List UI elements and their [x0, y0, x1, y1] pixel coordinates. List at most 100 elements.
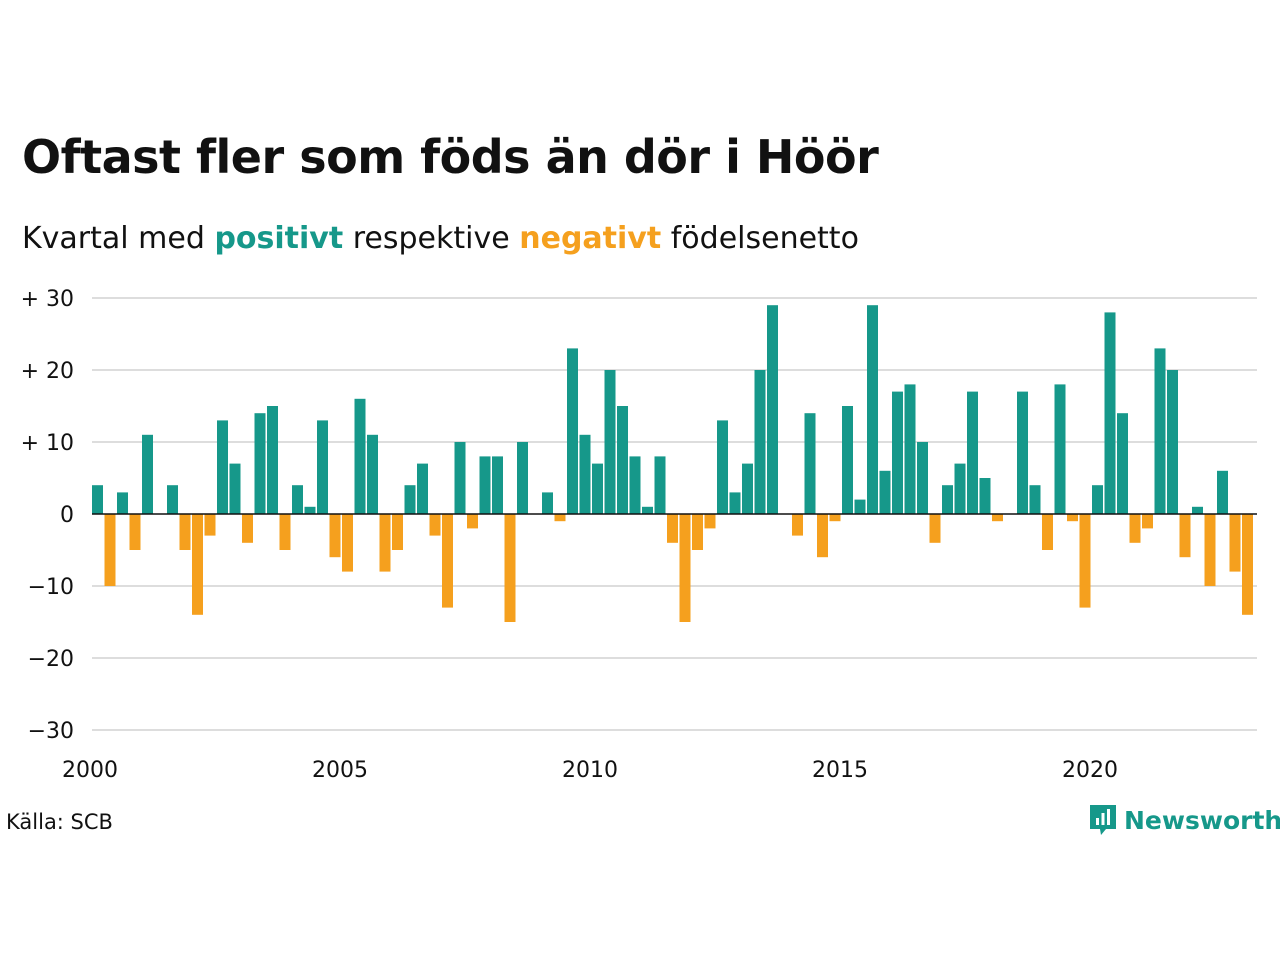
- bar-positive: [1154, 348, 1166, 514]
- bar-negative: [1129, 514, 1141, 543]
- bar-negative: [204, 514, 216, 536]
- newsworthy-icon: [1090, 805, 1116, 835]
- bar-positive: [217, 420, 228, 514]
- chart-subtitle: Kvartal med positivt respektive negativt…: [22, 221, 859, 256]
- bar-positive: [1167, 370, 1178, 514]
- bar-positive: [904, 384, 916, 514]
- x-tick-label: 2010: [562, 758, 618, 783]
- x-tick-label: 2015: [812, 758, 868, 783]
- bar-chart: + 30 + 20 + 10 0 −10 −20 −30 2000 2005 2010 2015 20…: [21, 287, 1257, 783]
- bar-positive: [892, 391, 903, 514]
- bar-positive: [542, 492, 553, 514]
- bar-negative: [692, 514, 703, 550]
- y-tick-label: + 30: [21, 287, 74, 312]
- bar-positive: [629, 456, 641, 514]
- bar-negative: [792, 514, 803, 536]
- bar-negative: [1042, 514, 1053, 550]
- y-tick-label: −30: [28, 719, 74, 744]
- bar-negative: [179, 514, 191, 550]
- bar-positive: [367, 434, 378, 514]
- bar-negative: [467, 514, 478, 529]
- y-tick-label: + 10: [21, 431, 74, 456]
- bar-positive: [942, 485, 953, 514]
- bar-negative: [104, 514, 116, 586]
- bar-positive: [1054, 384, 1066, 514]
- bar-positive: [617, 406, 628, 514]
- bar-negative: [1204, 514, 1216, 586]
- bar-positive: [604, 370, 616, 514]
- bar-positive: [867, 305, 878, 514]
- bar-positive: [254, 413, 266, 514]
- bar-positive: [92, 485, 103, 514]
- bar-positive: [1217, 470, 1228, 514]
- bar-positive: [1117, 413, 1128, 514]
- subtitle-suffix: födelsenetto: [670, 221, 859, 256]
- bar-positive: [729, 492, 741, 514]
- bar-negative: [1179, 514, 1191, 558]
- y-tick-label: + 20: [21, 359, 74, 384]
- bar-positive: [304, 506, 316, 514]
- bar-positive: [517, 442, 528, 514]
- source-note: Källa: SCB: [6, 810, 113, 834]
- bar-positive: [967, 391, 978, 514]
- bar-negative: [192, 514, 203, 615]
- bar-positive: [642, 506, 653, 514]
- chart-title: Oftast fler som föds än dör i Höör: [22, 130, 879, 184]
- bar-positive: [804, 413, 816, 514]
- bar-negative: [392, 514, 403, 550]
- bar-positive: [267, 406, 278, 514]
- x-tick-label: 2020: [1062, 758, 1118, 783]
- bar-positive: [954, 463, 966, 514]
- subtitle-negative-word: negativt: [519, 221, 662, 256]
- bar-positive: [717, 420, 728, 514]
- bar-negative: [829, 514, 841, 522]
- bar-positive: [879, 470, 891, 514]
- x-tick-label: 2005: [312, 758, 368, 783]
- brand-logo: Newsworthy: [1088, 803, 1280, 837]
- gridlines: [92, 297, 1257, 731]
- bar-negative: [817, 514, 828, 558]
- bar-negative: [1067, 514, 1078, 522]
- bar-negative: [1142, 514, 1153, 529]
- bar-positive: [229, 463, 241, 514]
- y-tick-label: −10: [28, 575, 74, 600]
- bar-negative: [1242, 514, 1253, 615]
- bar-negative: [342, 514, 353, 572]
- bar-positive: [979, 478, 991, 514]
- bar-positive: [317, 420, 328, 514]
- bar-negative: [667, 514, 678, 543]
- subtitle-positive-word: positivt: [214, 221, 344, 256]
- bar-positive: [767, 305, 778, 514]
- brand-name: Newsworthy: [1124, 805, 1280, 835]
- bar-negative: [379, 514, 391, 572]
- bar-negative: [929, 514, 941, 543]
- bar-positive: [454, 442, 466, 514]
- bar-positive: [1192, 506, 1203, 514]
- bar-negative: [554, 514, 566, 522]
- bar-positive: [1092, 485, 1103, 514]
- bar-negative: [242, 514, 253, 543]
- bar-negative: [504, 514, 516, 622]
- bar-negative: [129, 514, 141, 550]
- bar-positive: [1017, 391, 1028, 514]
- bar-positive: [592, 463, 603, 514]
- bar-positive: [117, 492, 128, 514]
- bar-positive: [754, 370, 766, 514]
- bar-positive: [404, 485, 416, 514]
- bar-positive: [167, 485, 178, 514]
- y-tick-label: −20: [28, 647, 74, 672]
- bar-negative: [329, 514, 341, 558]
- bar-negative: [279, 514, 291, 550]
- bar-negative: [704, 514, 716, 529]
- bar-positive: [917, 442, 928, 514]
- axes: + 30 + 20 + 10 0 −10 −20 −30 2000 2005 2010 2015 20…: [21, 287, 1257, 783]
- bar-positive: [579, 434, 591, 514]
- bar-positive: [854, 499, 866, 514]
- bar-positive: [354, 398, 366, 514]
- bar-positive: [654, 456, 666, 514]
- x-tick-label: 2000: [62, 758, 118, 783]
- bar-negative: [992, 514, 1003, 522]
- bars: [92, 305, 1253, 622]
- bar-positive: [567, 348, 578, 514]
- bar-positive: [417, 463, 428, 514]
